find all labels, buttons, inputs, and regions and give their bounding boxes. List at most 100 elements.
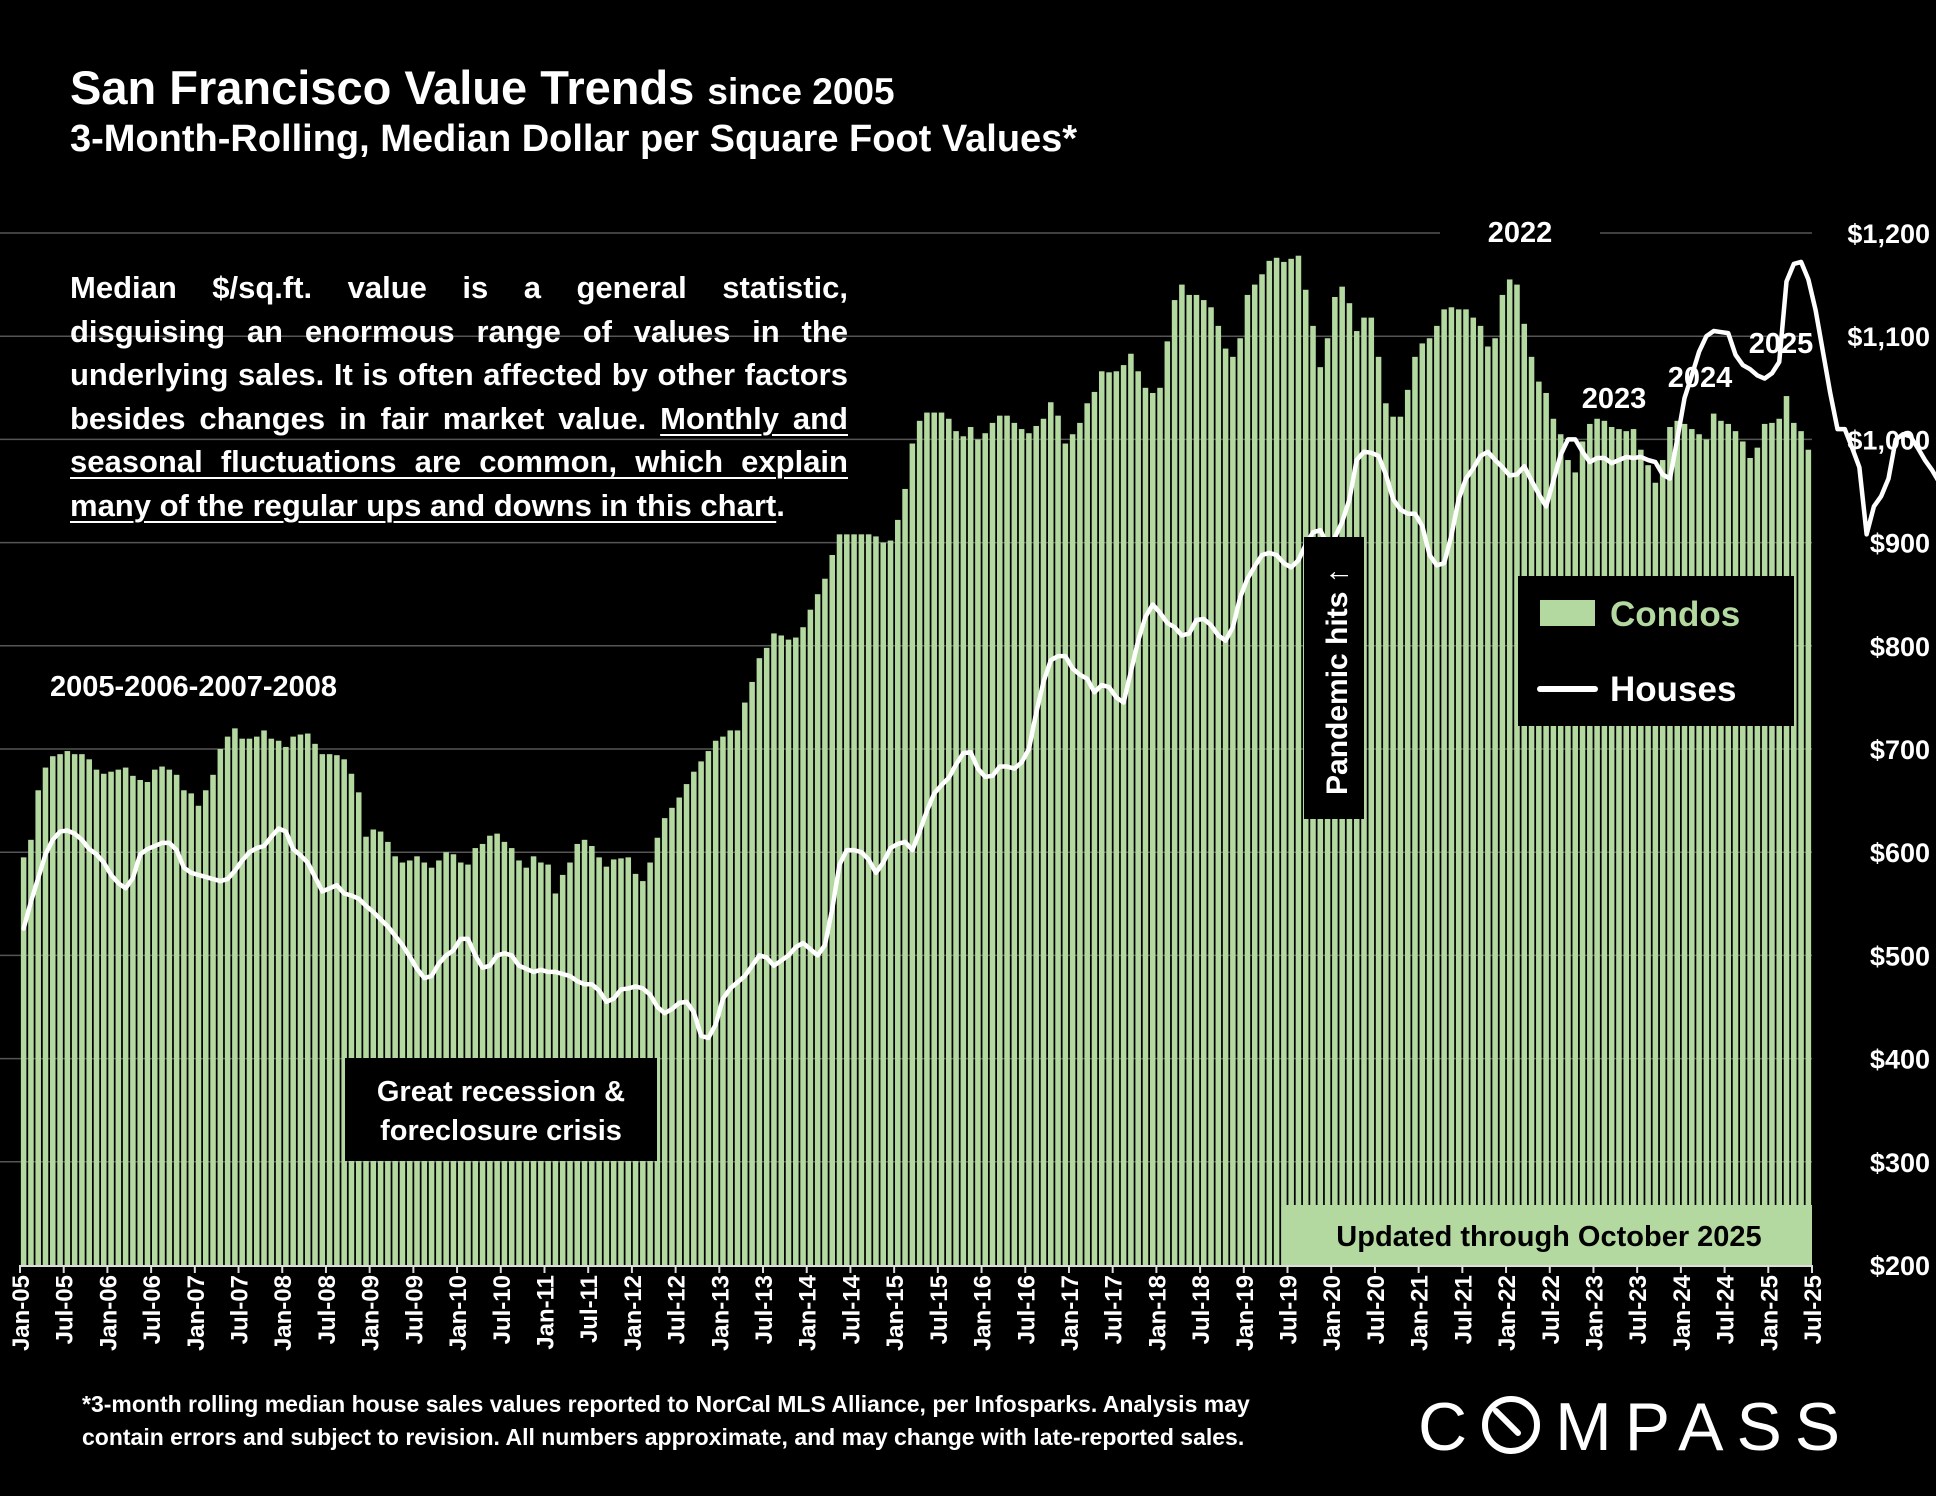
label-2025: 2025 (1749, 328, 1814, 360)
condo-bar (1732, 431, 1739, 1265)
condo-bar (858, 534, 865, 1265)
condo-bar (1448, 307, 1455, 1265)
condo-bar (1164, 341, 1171, 1265)
condo-bar (1798, 431, 1804, 1265)
condo-bar (669, 807, 675, 1265)
x-tick-label: Jul-21 (1450, 1275, 1477, 1344)
condo-bar (742, 702, 748, 1265)
condo-bar (1033, 425, 1039, 1266)
condo-bar (137, 779, 143, 1265)
condo-bar (1106, 372, 1112, 1265)
condo-bar (479, 843, 486, 1265)
condo-bar (1718, 420, 1724, 1265)
condo-bar (217, 749, 224, 1265)
condo-bar (363, 836, 369, 1265)
legend: Condos Houses (1518, 576, 1794, 726)
condo-bar (122, 767, 129, 1265)
condo-bar (1135, 371, 1141, 1265)
x-tick-label: Jan-16 (970, 1275, 997, 1351)
condo-bar (1237, 338, 1243, 1265)
condo-bar (989, 422, 996, 1265)
condo-bar (1499, 294, 1506, 1265)
condo-bar (1004, 415, 1010, 1265)
condo-bar (86, 759, 92, 1265)
condo-bar (734, 730, 741, 1265)
y-tick-label: $700 (1870, 735, 1930, 765)
condo-bar (1536, 381, 1542, 1265)
condo-bar (1616, 429, 1622, 1266)
condo-bar (1608, 427, 1615, 1265)
condo-bar (1208, 307, 1214, 1265)
pandemic-annotation-box (1304, 537, 1364, 819)
condo-bar (1149, 392, 1156, 1266)
condo-bar (1251, 284, 1258, 1266)
condo-bar (836, 534, 843, 1265)
condo-bar (807, 609, 814, 1265)
condo-bar (355, 792, 362, 1265)
x-tick-label: Jul-20 (1363, 1275, 1390, 1344)
condo-bar (1048, 402, 1054, 1265)
condo-bar (1521, 323, 1528, 1265)
condo-bar (1470, 317, 1477, 1265)
condo-bar (1434, 325, 1440, 1265)
condo-bar (1091, 391, 1098, 1265)
condo-bar (487, 835, 493, 1265)
condo-bar (1295, 255, 1302, 1265)
legend-houses-label: Houses (1610, 670, 1736, 709)
houses-line (21, 259, 1936, 1041)
condo-bar (1565, 460, 1571, 1265)
x-tick-label: Jul-15 (926, 1275, 953, 1344)
condo-bar (334, 755, 340, 1265)
x-tick-label: Jul-05 (52, 1275, 79, 1344)
condo-bar (1747, 457, 1753, 1266)
updated-label: Updated through October 2025 (1336, 1221, 1761, 1253)
condo-bar (57, 754, 63, 1265)
note-plain-text: Median $/sq.ft. value is a general stati… (70, 270, 848, 436)
condo-bar (1630, 429, 1637, 1266)
condo-bar (385, 841, 391, 1265)
pandemic-annotation: Pandemic hits ↑ (1321, 568, 1354, 795)
condo-bar (1040, 418, 1047, 1265)
x-tick-label: Jan-25 (1756, 1275, 1783, 1351)
condo-bar (1098, 371, 1105, 1265)
condo-bar (275, 740, 282, 1265)
condo-bar (1754, 447, 1761, 1265)
x-tick-label: Jul-12 (664, 1275, 691, 1344)
condo-bar (778, 635, 785, 1265)
label-2022-box (1440, 210, 1600, 258)
x-tick-label: Jan-07 (183, 1275, 210, 1351)
condo-bar (1463, 309, 1469, 1265)
title-suffix: since 2005 (707, 71, 895, 112)
condo-bar (1514, 284, 1520, 1266)
x-tick-label: Jul-19 (1276, 1275, 1303, 1344)
y-tick-label: $1,000 (1847, 425, 1930, 455)
condo-bar (71, 754, 78, 1265)
condo-bar (202, 790, 209, 1265)
condo-bar (1390, 416, 1396, 1265)
condo-bar (1528, 356, 1535, 1266)
condo-bar (1776, 418, 1782, 1265)
condo-bar (1769, 422, 1775, 1265)
condo-bar (1215, 325, 1222, 1265)
legend-condos-swatch (1540, 600, 1595, 626)
condo-bar (800, 627, 806, 1265)
condo-bar (661, 818, 668, 1265)
condo-bar (865, 534, 872, 1265)
y-tick-label: $200 (1870, 1251, 1930, 1281)
y-tick-label: $400 (1870, 1045, 1930, 1075)
condo-bar (1200, 300, 1207, 1266)
recession-annotation-box (345, 1058, 657, 1161)
footnote-line-1: *3-month rolling median house sales valu… (82, 1391, 1250, 1417)
x-tick-label: Jan-20 (1319, 1275, 1346, 1351)
condo-bar (1397, 416, 1404, 1265)
label-2024: 2024 (1668, 362, 1733, 394)
x-tick-label: Jul-14 (838, 1274, 865, 1344)
condo-bar (173, 774, 180, 1265)
condo-bar (130, 775, 136, 1265)
condo-bar (1120, 365, 1127, 1266)
condo-bar (1572, 472, 1579, 1265)
x-tick-label: Jul-11 (576, 1275, 603, 1343)
condo-bar (501, 841, 508, 1265)
condo-bar (1383, 403, 1389, 1265)
updated-box (1285, 1205, 1812, 1265)
